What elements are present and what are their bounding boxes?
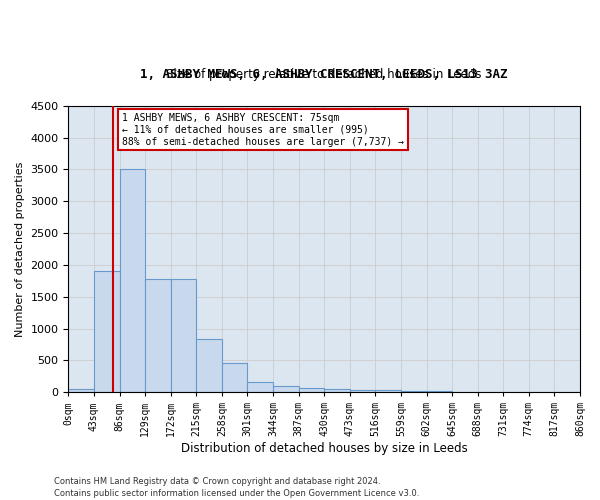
Text: 1, ASHBY MEWS, 6, ASHBY CRESCENT, LEEDS, LS13 3AZ: 1, ASHBY MEWS, 6, ASHBY CRESCENT, LEEDS,… [140,68,508,82]
Bar [350,390,376,392]
Bar [68,389,94,392]
Bar [273,386,299,392]
Text: Contains HM Land Registry data © Crown copyright and database right 2024.
Contai: Contains HM Land Registry data © Crown c… [54,476,419,498]
Bar [222,363,247,392]
Y-axis label: Number of detached properties: Number of detached properties [15,162,25,336]
Bar [324,388,350,392]
Title: Size of property relative to detached houses in Leeds: Size of property relative to detached ho… [166,68,482,81]
Bar [427,391,452,392]
Bar [196,338,222,392]
Bar [247,382,273,392]
X-axis label: Distribution of detached houses by size in Leeds: Distribution of detached houses by size … [181,442,467,455]
Bar [401,391,427,392]
Bar [94,271,119,392]
Bar [145,279,171,392]
Bar [171,279,196,392]
Text: 1 ASHBY MEWS, 6 ASHBY CRESCENT: 75sqm
← 11% of detached houses are smaller (995): 1 ASHBY MEWS, 6 ASHBY CRESCENT: 75sqm ← … [122,114,404,146]
Bar [376,390,401,392]
Bar [299,388,324,392]
Bar [119,170,145,392]
